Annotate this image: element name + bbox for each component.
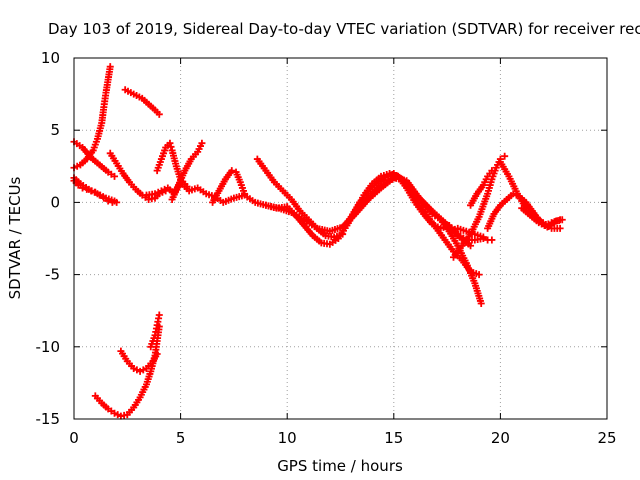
data-point-marker [467, 242, 475, 250]
series-arc-bottom-c [147, 311, 163, 351]
series-arc-valley-d [351, 172, 485, 307]
series-arc-mid-descent [106, 149, 170, 204]
data-point-marker [228, 167, 236, 175]
data-point-marker [488, 167, 496, 175]
data-points [70, 63, 566, 420]
y-tick-label: 10 [41, 49, 60, 67]
data-point-marker [153, 350, 161, 358]
series-arc-bottom-b [117, 347, 161, 375]
data-point-marker [475, 271, 483, 279]
data-point-marker [104, 197, 112, 205]
data-point-marker [79, 184, 87, 192]
data-point-marker [167, 143, 175, 151]
data-point-marker [183, 183, 191, 191]
data-point-marker [83, 185, 91, 193]
grid-lines [74, 58, 607, 419]
data-point-marker [111, 172, 119, 180]
series-arc-right-short [467, 167, 496, 209]
chart-title: Day 103 of 2019, Sidereal Day-to-day VTE… [48, 20, 640, 38]
data-point-marker [556, 224, 564, 232]
data-point-marker [74, 181, 82, 189]
x-axis-label: GPS time / hours [277, 457, 403, 475]
data-point-marker [477, 299, 485, 307]
data-point-marker [96, 191, 104, 199]
data-point-marker [91, 188, 99, 196]
series-arc-bump-7 [209, 167, 249, 206]
data-point-marker [106, 63, 114, 71]
data-point-marker [241, 190, 249, 198]
series-arc-right-low [445, 224, 496, 244]
y-tick-label: -15 [36, 410, 61, 428]
y-tick-label: -5 [45, 266, 60, 284]
series-arc-left-low [70, 177, 121, 206]
data-point-marker [155, 311, 163, 319]
y-axis-label: SDTVAR / TECUs [6, 176, 24, 299]
data-point-marker [479, 233, 487, 241]
data-point-marker [198, 139, 206, 147]
data-point-marker [155, 110, 163, 118]
x-tick-label: 5 [176, 429, 186, 447]
data-point-marker [488, 236, 496, 244]
x-tick-label: 25 [597, 429, 616, 447]
x-tick-label: 10 [278, 429, 297, 447]
y-tick-label: -10 [36, 338, 61, 356]
axis-ticks: 0 5 10 15 20 25 10 5 0 -5 -10 -15 [36, 49, 617, 447]
y-tick-label: 5 [50, 121, 60, 139]
x-tick-label: 20 [491, 429, 510, 447]
data-point-marker [558, 216, 566, 224]
series-arc-rise-6 [168, 139, 206, 204]
data-point-marker [87, 187, 95, 195]
y-tick-label: 0 [50, 193, 60, 211]
data-point-marker [100, 194, 108, 202]
x-tick-label: 15 [384, 429, 403, 447]
data-point-marker [113, 198, 121, 206]
series-arc-right-rise [449, 152, 509, 261]
series-arc-far-right [518, 204, 566, 231]
series-arc-high-short [121, 86, 163, 118]
data-point-marker [166, 139, 174, 147]
plot-frame [73, 57, 608, 420]
data-point-marker [501, 152, 509, 160]
x-tick-label: 0 [69, 429, 79, 447]
